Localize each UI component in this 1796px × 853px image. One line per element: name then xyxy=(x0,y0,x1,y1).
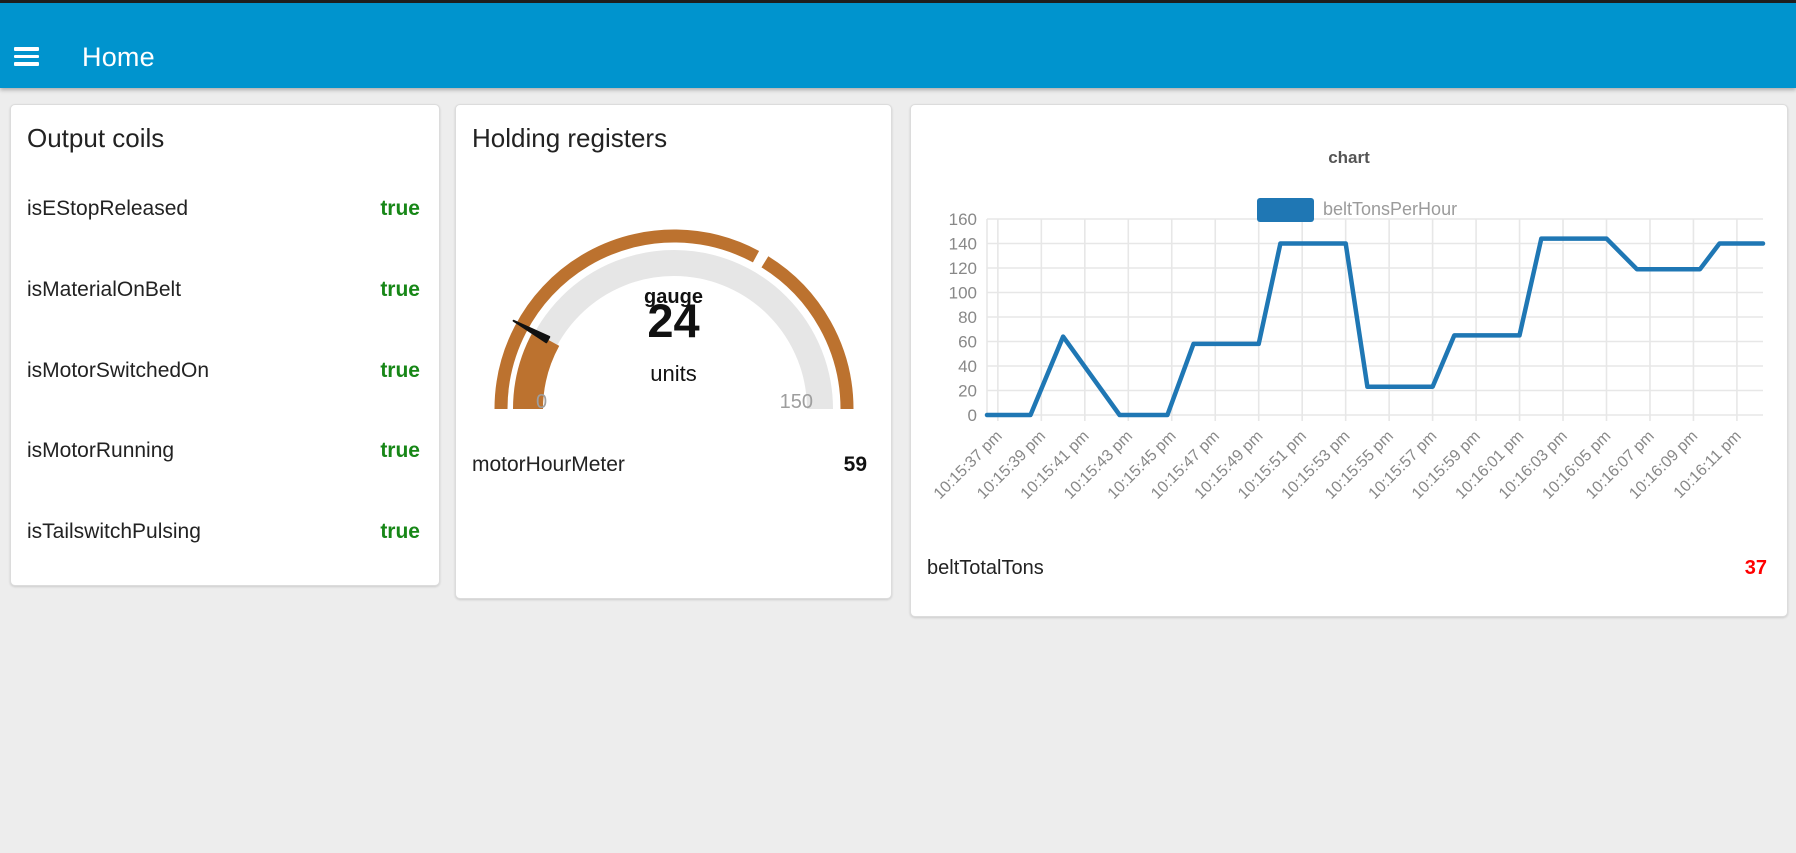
coil-label: isTailswitchPulsing xyxy=(27,520,201,543)
output-coils-card: Output coils isEStopReleased true isMate… xyxy=(10,104,440,586)
gauge-max-label: 150 xyxy=(779,391,813,413)
holding-registers-card: Holding registers gauge 24 units 0 150 m… xyxy=(455,104,892,599)
y-axis-tick-label: 40 xyxy=(958,357,977,376)
chart-card: 0 20 40 60 80 100 120 140 160 10:15:37 pm 10:15:39… xyxy=(910,104,1788,617)
coil-label: isEStopReleased xyxy=(27,197,189,220)
window-top-edge xyxy=(0,0,1796,3)
legend-label: beltTonsPerHour xyxy=(1323,199,1458,219)
motor-hour-meter-value: 59 xyxy=(843,453,867,476)
coil-row-isMotorSwitchedOn: isMotorSwitchedOn true xyxy=(11,359,439,385)
series-line-beltTonsPerHour xyxy=(984,236,1766,418)
y-axis-tick-label: 20 xyxy=(958,382,977,401)
coil-row-isTailswitchPulsing: isTailswitchPulsing true xyxy=(11,520,439,546)
app-header: Home xyxy=(0,3,1796,88)
gauge-needle xyxy=(512,319,551,344)
y-axis-tick-label: 80 xyxy=(958,308,977,327)
y-axis-tick-label: 160 xyxy=(949,210,977,229)
chart-title: chart xyxy=(1328,148,1370,167)
coil-label: isMotorRunning xyxy=(27,439,175,462)
output-coils-title: Output coils xyxy=(27,123,165,153)
gauge-outer-arc xyxy=(494,229,760,410)
coil-label: isMaterialOnBelt xyxy=(27,278,182,301)
gauge-units-label: units xyxy=(650,361,697,386)
coil-value: true xyxy=(380,197,420,220)
gauge-value-arc xyxy=(513,331,560,410)
hamburger-bar xyxy=(14,54,39,59)
coil-row-isEStopReleased: isEStopReleased true xyxy=(11,197,439,223)
y-axis-tick-label: 60 xyxy=(958,333,977,352)
belt-total-tons-label: beltTotalTons xyxy=(927,557,1044,579)
gauge-title: gauge xyxy=(644,286,703,308)
coil-value: true xyxy=(380,278,420,301)
coil-row-isMaterialOnBelt: isMaterialOnBelt true xyxy=(11,278,439,304)
belt-total-tons-value: 37 xyxy=(1744,557,1767,579)
gauge-value: 24 xyxy=(647,294,700,347)
coil-value: true xyxy=(380,359,420,382)
y-axis-tick-label: 120 xyxy=(949,259,977,278)
legend-swatch xyxy=(1257,198,1314,222)
gauge-widget xyxy=(494,229,854,410)
hamburger-bar xyxy=(14,62,39,66)
coil-value: true xyxy=(380,439,420,462)
coil-row-isMotorRunning: isMotorRunning true xyxy=(11,439,439,465)
motor-hour-meter-label: motorHourMeter xyxy=(472,453,625,476)
gauge-outer-arc xyxy=(761,256,854,410)
hamburger-menu-icon[interactable] xyxy=(14,47,39,66)
holding-registers-title: Holding registers xyxy=(472,123,668,153)
coil-label: isMotorSwitchedOn xyxy=(27,359,210,382)
hamburger-bar xyxy=(14,47,39,51)
gauge-min-label: 0 xyxy=(536,391,548,413)
y-axis-tick-label: 140 xyxy=(949,235,977,254)
coil-value: true xyxy=(380,520,420,543)
y-axis-tick-label: 0 xyxy=(968,406,977,425)
y-axis-tick-label: 100 xyxy=(949,284,977,303)
page-title: Home xyxy=(82,42,155,72)
